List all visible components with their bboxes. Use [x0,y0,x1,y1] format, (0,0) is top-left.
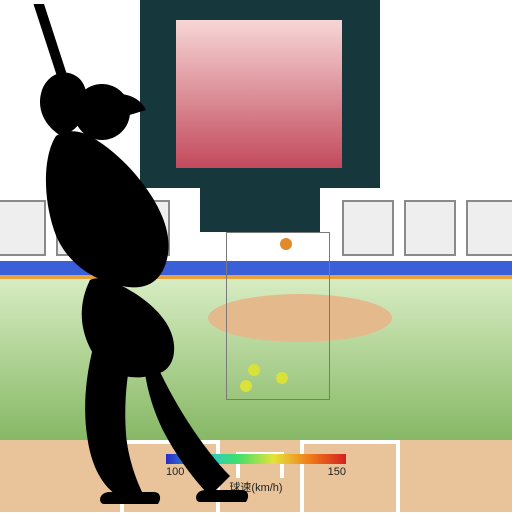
batter-silhouette [0,4,254,510]
pitch-dot [280,238,292,250]
seat-block [342,200,394,256]
seat-block [404,200,456,256]
pitch-dot [276,372,288,384]
plate-line [300,440,400,444]
plate-line [396,444,400,512]
legend-tick-max: 150 [328,466,346,478]
seat-block [466,200,512,256]
